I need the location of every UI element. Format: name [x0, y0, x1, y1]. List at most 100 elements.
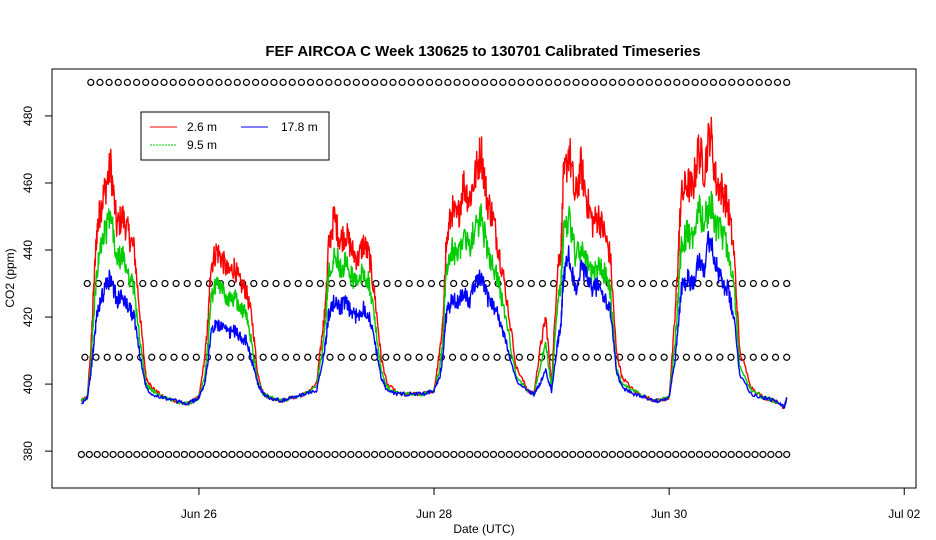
flag-marker: [283, 279, 291, 288]
flag-marker: [743, 450, 751, 459]
flag-marker: [148, 353, 156, 361]
flag-marker: [181, 353, 189, 361]
flag-marker: [640, 450, 648, 459]
legend-label-9.5m: 9.5 m: [187, 138, 217, 152]
y-axis: 380 400 420 440 460 480: [21, 106, 53, 461]
flag-marker: [460, 353, 468, 361]
flag-marker: [660, 279, 669, 288]
flag-marker: [703, 450, 712, 459]
flag-marker: [164, 450, 173, 459]
flag-marker: [584, 450, 593, 459]
x-axis-label: Date (UTC): [453, 522, 514, 536]
flag-marker: [402, 450, 410, 459]
flag-marker: [783, 279, 791, 288]
flag-marker: [693, 353, 702, 361]
flag-marker: [444, 78, 452, 87]
flag-row-379: [77, 450, 791, 459]
flag-marker: [649, 353, 657, 361]
flag-marker: [458, 450, 466, 459]
flag-marker: [270, 353, 278, 361]
flag-marker: [624, 450, 632, 459]
flag-marker: [383, 279, 391, 288]
flag-marker: [416, 78, 425, 87]
flag-marker: [497, 450, 506, 459]
flag-marker: [682, 353, 691, 361]
flag-marker: [306, 78, 315, 87]
flag-marker: [749, 279, 757, 288]
flag-marker: [404, 353, 412, 361]
flag-marker: [660, 353, 668, 361]
flag-marker: [461, 279, 469, 288]
flag-marker: [716, 353, 724, 361]
flag-marker: [101, 450, 109, 459]
flag-marker: [656, 450, 664, 459]
flag-marker: [673, 78, 681, 87]
flag-marker: [228, 450, 236, 459]
flag-marker: [77, 450, 85, 459]
flag-marker: [593, 353, 601, 361]
flag-marker: [760, 353, 769, 361]
flag-marker: [490, 78, 498, 87]
flag-marker: [337, 353, 345, 361]
flag-marker: [114, 78, 122, 87]
flag-marker: [323, 450, 331, 459]
flag-marker: [279, 78, 287, 87]
flag-marker: [170, 353, 178, 361]
flag-marker: [654, 78, 663, 87]
flag-marker: [378, 450, 387, 459]
flag-marker: [783, 353, 791, 361]
flag-marker: [398, 78, 406, 87]
flag-marker: [260, 450, 268, 459]
flag-marker: [272, 279, 280, 288]
flag-marker: [242, 78, 251, 87]
flag-marker: [425, 78, 434, 87]
flag-marker: [474, 450, 482, 459]
x-tick-label: Jun 26: [181, 507, 217, 521]
flag-marker: [237, 353, 245, 361]
flag-marker: [159, 353, 167, 361]
flag-marker: [161, 279, 169, 288]
flag-marker: [109, 450, 117, 459]
flag-marker: [764, 78, 772, 87]
flag-marker: [561, 450, 569, 459]
flag-marker: [664, 450, 672, 459]
flag-marker: [196, 450, 204, 459]
series-line-17.8m: [81, 230, 788, 409]
flag-marker: [549, 279, 558, 288]
flag-marker: [442, 450, 450, 459]
flag-marker: [515, 353, 523, 361]
flag-marker: [427, 279, 436, 288]
flag-marker: [462, 78, 470, 87]
y-tick-label: 460: [21, 173, 35, 193]
x-axis: Jun 26 Jun 28 Jun 30 Jul 02: [181, 487, 921, 521]
flag-marker: [187, 78, 196, 87]
flag-marker: [638, 279, 646, 288]
flag-marker: [87, 78, 95, 87]
flag-marker: [267, 450, 276, 459]
flag-marker: [775, 450, 783, 459]
flag-marker: [226, 353, 234, 361]
flag-marker: [537, 450, 545, 459]
flag-marker: [252, 450, 260, 459]
flag-marker: [372, 279, 380, 288]
flag-marker: [700, 78, 708, 87]
flag-marker: [471, 353, 479, 361]
flag-marker: [450, 279, 458, 288]
flag-marker: [493, 353, 501, 361]
flag-marker: [206, 78, 214, 87]
flag-marker: [590, 78, 599, 87]
flag-marker: [718, 78, 727, 87]
y-tick-label: 480: [21, 106, 35, 126]
flag-marker: [327, 279, 336, 288]
flag-marker: [405, 279, 413, 288]
flag-marker: [261, 279, 269, 288]
flag-marker: [380, 78, 388, 87]
flag-marker: [359, 353, 367, 361]
flag-marker: [394, 279, 402, 288]
flag-marker: [389, 78, 397, 87]
flag-marker: [636, 78, 644, 87]
flag-marker: [352, 78, 360, 87]
flag-marker: [125, 353, 134, 361]
flag-marker: [513, 450, 521, 459]
